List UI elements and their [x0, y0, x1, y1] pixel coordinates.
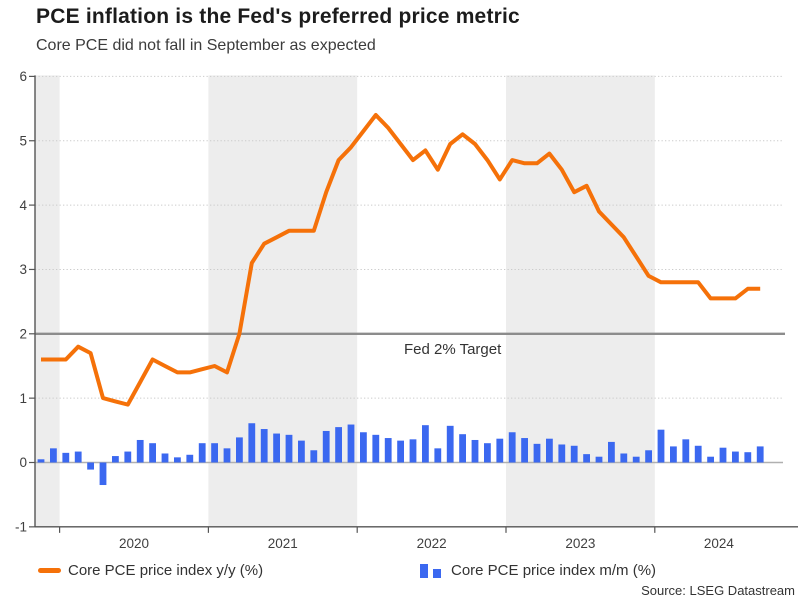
gridlines: [35, 75, 783, 399]
mm-bar: [360, 432, 367, 463]
mm-bar: [608, 441, 615, 463]
mm-swatch-bar-short: [433, 568, 441, 578]
mm-bar: [37, 459, 45, 463]
mm-bar: [496, 438, 504, 463]
mm-bar: [732, 451, 739, 463]
mm-bar: [508, 432, 516, 463]
mm-bar: [248, 423, 256, 463]
mm-bar: [707, 456, 714, 463]
mm-bar: [682, 439, 690, 463]
mm-bar: [124, 451, 132, 463]
mm-bar: [174, 457, 181, 463]
mm-bar: [347, 424, 355, 463]
mm-bar: [434, 448, 442, 463]
mm-bar-swatch-icon: [420, 563, 441, 578]
mm-bar: [112, 456, 119, 463]
mm-swatch-bar-tall: [420, 563, 428, 578]
mm-bar: [583, 454, 590, 463]
mm-bar: [310, 450, 318, 463]
y-tick-label: 5: [19, 133, 27, 148]
chart-title: PCE inflation is the Fed's preferred pri…: [36, 5, 520, 28]
mm-bar: [62, 452, 70, 463]
mm-bar: [198, 443, 206, 463]
mm-bar: [521, 438, 528, 463]
y-tick-label: 2: [19, 327, 27, 342]
chart-subtitle: Core PCE did not fall in September as ex…: [36, 37, 376, 54]
x-axis: 2020 2021 2022 2023 2024: [58, 526, 735, 551]
mm-bar: [459, 434, 466, 463]
year-shading-bands: [35, 75, 655, 527]
mm-bar: [533, 443, 541, 463]
mm-bar: [149, 443, 156, 463]
mm-bar: [694, 445, 702, 463]
mm-bar: [273, 433, 280, 463]
yy-line: [41, 113, 761, 407]
mm-bar: [446, 425, 454, 463]
mm-bar: [719, 447, 727, 463]
mm-bar: [74, 451, 82, 463]
mm-bar: [657, 429, 665, 463]
yy-line-swatch-icon: [38, 568, 61, 573]
mm-bar: [335, 427, 342, 463]
target-label: Fed 2% Target: [404, 341, 502, 358]
y-tick-label: 3: [19, 262, 27, 277]
mm-bar: [570, 445, 578, 463]
mm-bar: [397, 440, 404, 463]
mm-bar: [632, 456, 640, 463]
y-tick-label: -1: [15, 520, 27, 535]
mm-bar: [471, 439, 479, 463]
mm-bars: [37, 423, 764, 486]
x-tick-label: 2023: [565, 536, 595, 551]
mm-bar: [372, 434, 380, 463]
mm-bar: [409, 439, 417, 463]
mm-bar: [484, 443, 491, 463]
y-axis: -1 0 1 2 3 4 5 6: [15, 69, 35, 535]
yy-legend-label: Core PCE price index y/y (%): [68, 562, 264, 579]
x-tick-label: 2024: [704, 536, 735, 551]
mm-bar: [260, 429, 268, 463]
mm-bar: [322, 430, 330, 463]
mm-bar: [546, 438, 553, 463]
mm-bar: [161, 453, 169, 463]
mm-bar: [298, 440, 305, 463]
mm-bar: [136, 439, 144, 463]
mm-bar: [670, 446, 677, 463]
mm-bar: [558, 444, 566, 463]
x-tick-label: 2022: [417, 536, 447, 551]
mm-bar: [87, 462, 94, 470]
x-tick-label: 2021: [268, 536, 298, 551]
y-tick-label: 6: [19, 69, 27, 84]
mm-bar: [595, 456, 603, 463]
mm-bar: [211, 443, 218, 463]
mm-legend-label: Core PCE price index m/m (%): [451, 562, 657, 579]
legend-item-mm: Core PCE price index m/m (%): [420, 561, 656, 580]
y-tick-label: 1: [19, 391, 27, 406]
y-tick-label: 0: [19, 455, 27, 470]
mm-bar: [744, 452, 752, 463]
source-text: Source: LSEG Datastream: [641, 583, 795, 598]
mm-bar: [50, 448, 57, 463]
mm-bar: [620, 453, 628, 463]
mm-bar: [285, 434, 293, 463]
mm-bar: [756, 446, 764, 463]
legend-item-yy: Core PCE price index y/y (%): [38, 561, 263, 580]
year-band: [208, 75, 358, 527]
year-band: [506, 75, 655, 527]
mm-bar: [422, 425, 429, 463]
mm-bar: [236, 437, 243, 463]
mm-bar: [186, 454, 194, 463]
mm-bar: [223, 448, 231, 463]
mm-bar: [99, 462, 107, 486]
mm-bar: [645, 450, 652, 463]
x-tick-label: 2020: [119, 536, 149, 551]
y-tick-label: 4: [19, 198, 27, 213]
mm-bar: [384, 438, 392, 463]
